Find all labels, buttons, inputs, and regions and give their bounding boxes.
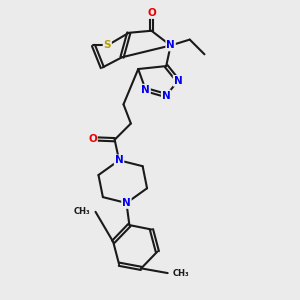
Text: O: O <box>147 8 156 18</box>
Text: N: N <box>141 85 150 94</box>
Text: N: N <box>174 76 182 86</box>
Text: N: N <box>162 91 171 100</box>
Text: CH₃: CH₃ <box>74 207 90 216</box>
Text: CH₃: CH₃ <box>173 268 190 278</box>
Text: N: N <box>122 198 131 208</box>
Text: O: O <box>88 134 97 144</box>
Text: N: N <box>115 155 124 165</box>
Text: S: S <box>103 40 111 50</box>
Text: N: N <box>166 40 175 50</box>
